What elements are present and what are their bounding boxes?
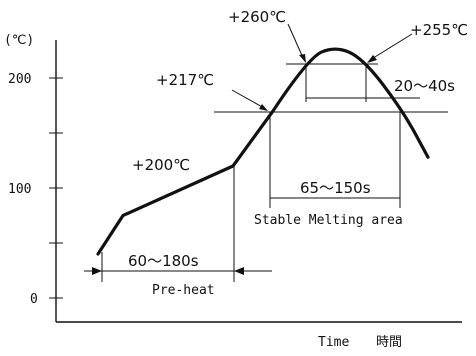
peak-band-pointer-arrowhead [367, 55, 377, 63]
peak-time-label: 20～40s [394, 77, 455, 95]
peak-pointer-line [287, 23, 305, 61]
peak-pointer-arrowhead [299, 54, 306, 63]
peak-band-pointer-line [369, 33, 413, 61]
x-axis-label-jp: 時間 [376, 335, 402, 350]
preheat-left-arrowhead [92, 267, 102, 275]
preheat-time-label: 60～180s [128, 252, 199, 270]
melt-caption: Stable Melting area [254, 213, 403, 228]
peak-band-temp-label: +255℃ [410, 21, 468, 39]
temperature-profile-line [96, 47, 430, 256]
y-unit-label: (℃) [4, 33, 34, 48]
y-tick-label: 200 [8, 72, 31, 87]
y-tick-label: 100 [8, 182, 31, 197]
melt-pointer-line [231, 89, 265, 109]
melt-temp-label: +217℃ [156, 71, 214, 89]
preheat-end-temp-label: +200℃ [132, 156, 190, 174]
y-tick-marks [49, 77, 63, 299]
x-axis-label: Time [318, 335, 349, 350]
preheat-right-arrowhead [234, 267, 244, 275]
melt-time-label: 65～150s [300, 179, 371, 197]
peak-temp-label: +260℃ [228, 8, 286, 26]
melt-pointer-arrowhead [259, 104, 268, 111]
y-tick-label: 0 [30, 292, 38, 307]
preheat-caption: Pre-heat [152, 283, 215, 298]
